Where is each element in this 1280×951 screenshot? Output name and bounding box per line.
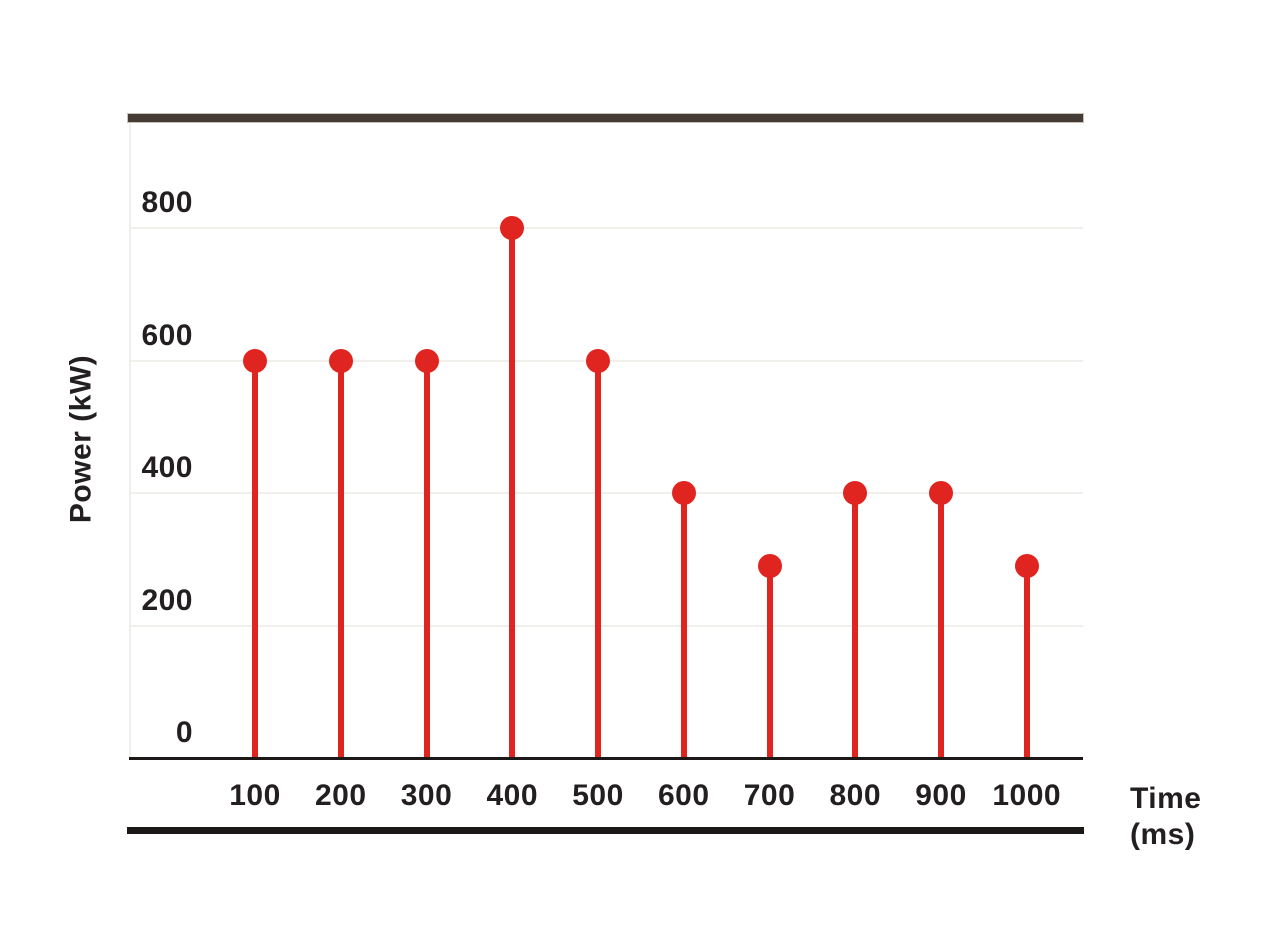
y-tick-label: 200 <box>141 583 193 617</box>
stem <box>595 360 601 758</box>
y-tick-label: 600 <box>141 318 193 352</box>
stem <box>938 493 944 758</box>
data-point-marker <box>929 481 953 506</box>
gridline <box>130 492 1083 495</box>
gridline <box>130 624 1083 627</box>
data-point-marker <box>843 481 868 506</box>
y-tick-label: 400 <box>141 451 193 485</box>
stem <box>852 493 859 758</box>
x-tick-label: 300 <box>400 779 453 812</box>
x-tick-label: 1000 <box>992 779 1062 812</box>
stem <box>252 360 258 758</box>
data-point-marker <box>243 348 267 373</box>
data-point-marker <box>757 554 782 579</box>
gridline <box>130 227 1083 230</box>
stem <box>337 360 344 758</box>
x-tick-label: 800 <box>829 779 882 812</box>
bottom-border-bar <box>127 827 1084 834</box>
x-axis-title: Time (ms) <box>1130 781 1201 853</box>
x-axis-title-line2: (ms) <box>1130 818 1196 851</box>
x-tick-label: 100 <box>229 779 281 812</box>
x-axis-title-line1: Time <box>1130 782 1202 815</box>
x-tick-label: 600 <box>657 779 710 812</box>
y-tick-label: 0 <box>175 716 193 749</box>
top-border-bar <box>127 113 1084 123</box>
data-point-marker <box>328 348 353 373</box>
data-point-marker <box>586 348 610 373</box>
stem <box>766 566 773 758</box>
data-point-marker <box>500 216 525 241</box>
data-point-marker <box>414 348 439 373</box>
stem <box>509 228 516 758</box>
y-axis-title: Power (kW) <box>64 354 98 524</box>
x-tick-label: 500 <box>572 779 624 812</box>
stem <box>423 360 430 758</box>
x-tick-label: 700 <box>743 779 796 812</box>
x-tick-label: 900 <box>915 779 967 812</box>
data-point-marker <box>1014 554 1039 579</box>
stem <box>1023 566 1030 758</box>
x-tick-label: 400 <box>486 779 539 812</box>
stem <box>680 493 687 758</box>
y-tick-label: 800 <box>141 186 193 220</box>
data-point-marker <box>671 481 696 506</box>
x-tick-label: 200 <box>314 779 367 812</box>
plot-left-border <box>129 123 131 758</box>
x-axis-line <box>129 757 1083 760</box>
